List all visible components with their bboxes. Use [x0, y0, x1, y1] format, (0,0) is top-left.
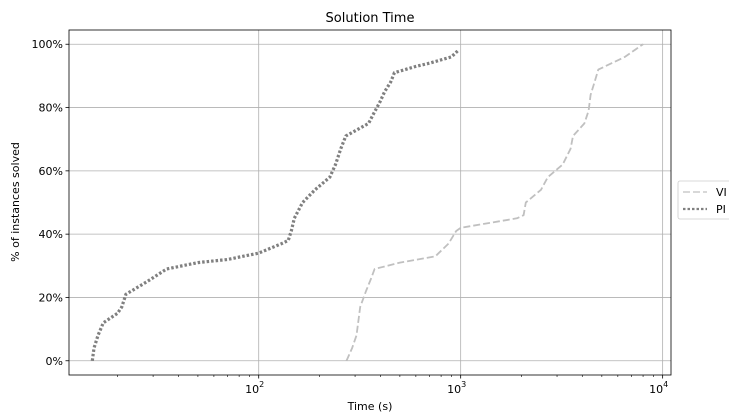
y-tick-label: 60% [39, 165, 63, 178]
chart-title: Solution Time [326, 11, 415, 26]
legend-label-vi: VI [716, 186, 727, 199]
x-tick-label: 102 [245, 380, 264, 396]
y-tick-label: 80% [39, 102, 63, 115]
y-tick-label: 20% [39, 291, 63, 304]
x-tick-label: 103 [447, 380, 466, 396]
legend-label-pi: PI [716, 203, 726, 216]
grid-lines [69, 30, 671, 375]
axis-ticks: 0% 20% 40% 60% 80% 100% 102 103 104 [32, 38, 669, 396]
x-axis-label: Time (s) [347, 400, 393, 413]
plot-frame [68, 29, 672, 376]
y-tick-label: 100% [32, 38, 63, 51]
legend-box [677, 180, 729, 220]
x-tick-label: 104 [649, 380, 668, 396]
y-tick-label: 0% [46, 355, 63, 368]
y-axis-label: % of instances solved [9, 142, 22, 262]
series-line-vi [345, 43, 644, 362]
y-tick-label: 40% [39, 228, 63, 241]
legend: VI PI [677, 180, 729, 220]
data-series [90, 43, 644, 362]
